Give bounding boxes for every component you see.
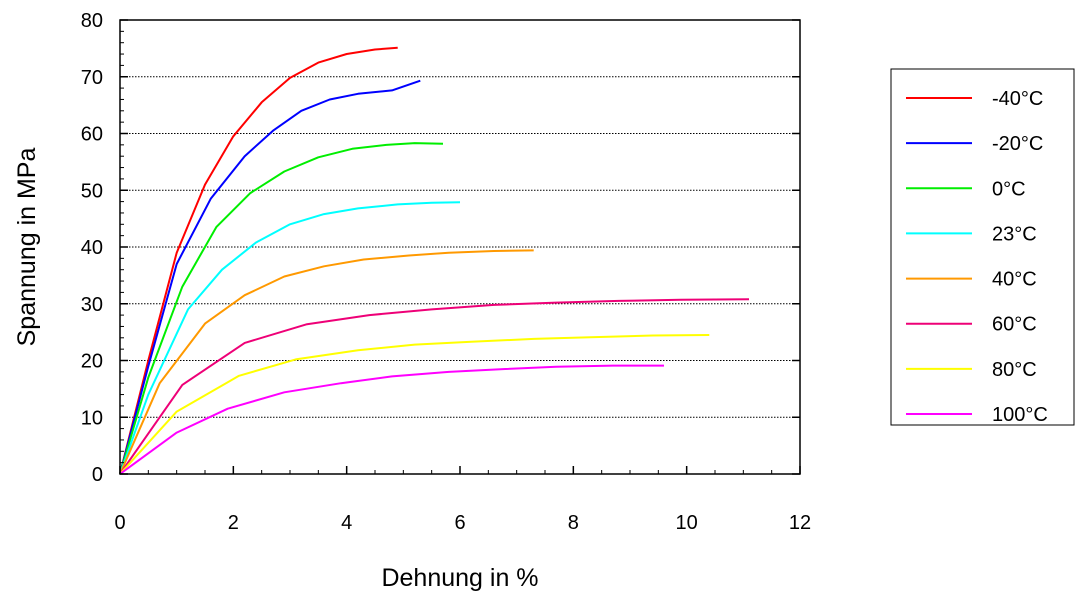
y-tick-label: 70 [81, 67, 103, 89]
series-line-7 [119, 364, 664, 475]
legend-label-0: -40°C [992, 88, 1043, 110]
x-tick-label: 8 [568, 512, 579, 534]
axis-tick-labels: 0 2 4 6 8 10 12 0 10 20 30 40 50 60 70 80 [81, 10, 811, 534]
y-tick-label: 30 [81, 294, 103, 316]
series-line-5 [119, 298, 750, 475]
gridlines [120, 76, 800, 418]
legend-label-2: 0°C [992, 178, 1026, 200]
legend-label-5: 60°C [992, 314, 1037, 336]
legend-box [890, 68, 1075, 426]
axis-ticks [119, 19, 801, 475]
y-tick-label: 0 [92, 464, 103, 486]
series-line-1 [119, 79, 421, 475]
x-tick-label: 6 [454, 512, 465, 534]
legend-label-6: 80°C [992, 359, 1037, 381]
x-tick-label: 12 [789, 512, 811, 534]
legend: -40°C -20°C 0°C 23°C 40°C 60°C 80°C 100°C [890, 68, 1075, 426]
series-line-4 [119, 249, 534, 475]
series-lines [119, 46, 750, 475]
y-tick-label: 60 [81, 124, 103, 146]
legend-label-7: 100°C [992, 404, 1048, 426]
x-tick-label: 10 [676, 512, 698, 534]
series-line-6 [119, 334, 710, 475]
x-axis-title: Dehnung in % [381, 564, 538, 592]
series-line-3 [119, 201, 461, 475]
y-tick-label: 50 [81, 180, 103, 202]
series-line-2 [119, 142, 444, 475]
y-tick-label: 20 [81, 351, 103, 373]
series-line-0 [119, 46, 398, 475]
legend-label-4: 40°C [992, 269, 1037, 291]
y-axis-title: Spannung in MPa [13, 148, 41, 347]
y-tick-label: 10 [81, 407, 103, 429]
x-tick-label: 4 [341, 512, 352, 534]
y-tick-label: 40 [81, 237, 103, 259]
x-tick-label: 2 [228, 512, 239, 534]
legend-label-1: -20°C [992, 133, 1043, 155]
legend-label-3: 23°C [992, 223, 1037, 245]
y-tick-label: 80 [81, 10, 103, 32]
x-tick-label: 0 [114, 512, 125, 534]
